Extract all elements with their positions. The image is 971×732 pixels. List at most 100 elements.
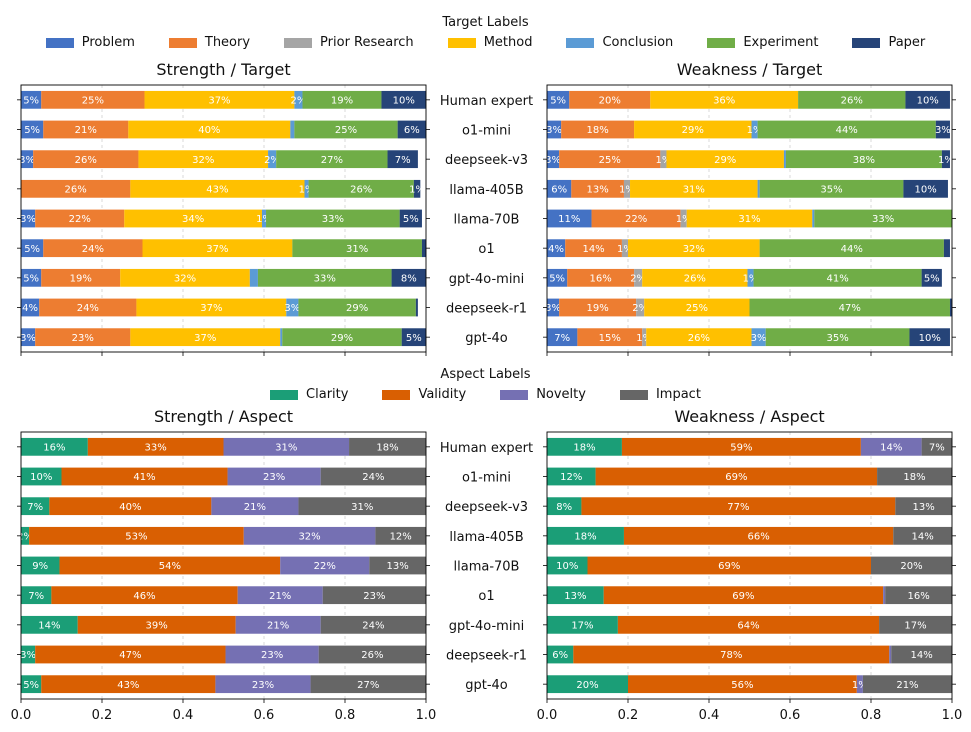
- bar-segment: [630, 179, 758, 198]
- bar-segment: [35, 209, 125, 228]
- bar-segment: [893, 526, 952, 545]
- data-label: 14%: [912, 531, 934, 542]
- data-label: 2%: [632, 303, 648, 314]
- data-label: 23%: [72, 333, 94, 344]
- data-label: 33%: [145, 442, 167, 453]
- bar-segment: [547, 467, 596, 486]
- data-label: 3%: [19, 155, 35, 166]
- bar-segment: [41, 268, 121, 287]
- data-label: 37%: [206, 244, 228, 255]
- data-label: 36%: [713, 95, 735, 106]
- bar-segment: [812, 209, 815, 228]
- data-label: 5%: [24, 244, 40, 255]
- bar-segment: [21, 586, 52, 605]
- bar-segment: [547, 526, 624, 545]
- data-label: 5%: [924, 273, 940, 284]
- bar-segment: [753, 268, 922, 287]
- legend-swatch: [707, 37, 736, 48]
- legend-item-conclusion: Conclusion: [566, 35, 673, 50]
- bar-segment: [77, 615, 236, 634]
- data-label: 31%: [346, 244, 368, 255]
- target-legend-title: Target Labels: [442, 15, 529, 30]
- data-label: 29%: [331, 333, 353, 344]
- data-label: 24%: [77, 303, 99, 314]
- target-legend-items: Problem Theory Prior Research Method Conclus…: [0, 35, 971, 50]
- aspect-legend-items: Clarity Validity Novelty Impact: [0, 387, 971, 402]
- bar-segment: [634, 120, 752, 139]
- bar-segment: [387, 150, 418, 169]
- bar-segment: [686, 209, 813, 228]
- data-label: 31%: [351, 502, 373, 513]
- legend-swatch: [852, 37, 881, 48]
- legend-swatch: [45, 37, 74, 48]
- legend-label: Paper: [888, 35, 926, 50]
- target-legend: Target Labels Problem Theory Prior Researc…: [0, 14, 971, 50]
- bar-segment: [381, 90, 426, 109]
- data-label: 41%: [826, 273, 848, 284]
- data-label: 35%: [820, 184, 842, 195]
- bar-segment: [547, 645, 574, 664]
- data-label: 4%: [22, 303, 38, 314]
- bar-segment: [21, 675, 42, 694]
- category-label: Human expert: [440, 94, 533, 109]
- bar-segment: [879, 615, 952, 634]
- data-label: 3%: [20, 333, 36, 344]
- legend-item-clarity: Clarity: [270, 387, 348, 402]
- data-label: 24%: [362, 620, 384, 631]
- bar-segment: [318, 645, 426, 664]
- bar-segment: [603, 586, 884, 605]
- data-label: 3%: [546, 125, 562, 136]
- data-label: 31%: [738, 214, 760, 225]
- data-label: 5%: [23, 95, 39, 106]
- data-label: 13%: [587, 184, 609, 195]
- data-label: 1%: [938, 155, 954, 166]
- bar-segment: [547, 268, 568, 287]
- data-label: 3%: [545, 155, 561, 166]
- category-label: gpt-4o: [465, 331, 508, 346]
- data-label: 17%: [904, 620, 926, 631]
- bar-segment: [320, 467, 426, 486]
- bar-segment: [909, 328, 950, 347]
- bar-segment: [35, 328, 131, 347]
- data-label: 18%: [574, 531, 596, 542]
- data-label: 22%: [314, 561, 336, 572]
- bar-segment: [895, 497, 952, 516]
- bar-segment: [286, 298, 299, 317]
- x-tick-label: 0.2: [92, 708, 113, 723]
- bar-segment: [237, 586, 323, 605]
- data-label: 27%: [321, 155, 343, 166]
- bar-segment: [547, 120, 562, 139]
- data-label: 25%: [599, 155, 621, 166]
- data-label: 38%: [853, 155, 875, 166]
- strength-target-title: Strength / Target: [156, 60, 291, 79]
- bar-segment: [814, 209, 952, 228]
- bar-segment: [87, 437, 224, 456]
- data-label: 32%: [174, 273, 196, 284]
- bar-segment: [547, 328, 578, 347]
- bar-segment: [941, 150, 950, 169]
- data-label: 11%: [558, 214, 580, 225]
- legend-item-theory: Theory: [168, 35, 250, 50]
- bar-segment: [276, 150, 388, 169]
- bar-segment: [124, 209, 262, 228]
- data-label: 31%: [275, 442, 297, 453]
- bar-segment: [905, 90, 950, 109]
- category-label: deepseek-r1: [446, 302, 527, 317]
- bar-segment: [144, 90, 295, 109]
- bar-segment: [751, 328, 766, 347]
- bar-segment: [587, 556, 871, 575]
- chart-panel-0: 5% 25% 37% 2% 19% 10% Human expert 5% 21% 40% 25% 6…: [17, 84, 533, 356]
- category-label: o1: [478, 589, 494, 604]
- bar-segment: [21, 437, 88, 456]
- data-label: 18%: [573, 442, 595, 453]
- bar-segment: [120, 268, 250, 287]
- bar-segment: [559, 298, 637, 317]
- bar-segment: [21, 497, 50, 516]
- data-label: 33%: [872, 214, 894, 225]
- x-tick-label: 0.6: [254, 708, 275, 723]
- data-label: 7%: [28, 591, 44, 602]
- data-label: 1%: [743, 273, 759, 284]
- data-label: 23%: [261, 650, 283, 661]
- data-label: 24%: [362, 472, 384, 483]
- bar-segment: [130, 328, 281, 347]
